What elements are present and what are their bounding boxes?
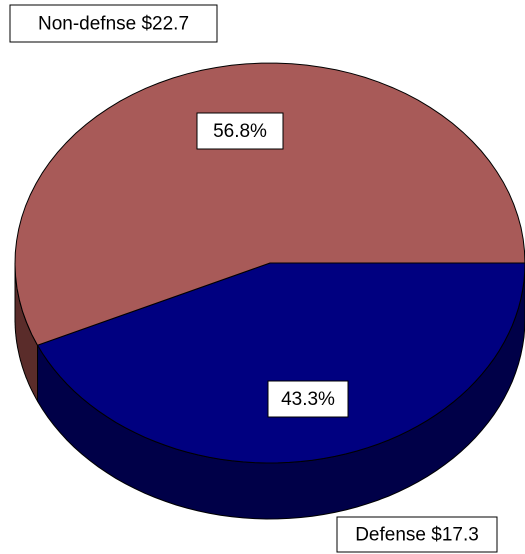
value-label: 56.8% [213,121,267,142]
category-label-box [9,4,218,43]
value-label-box [267,380,349,418]
category-label: Non-defnse $22.7 [38,14,189,35]
pie-slice [14,62,525,346]
pie-slice [36,262,525,464]
value-label: 43.3% [281,389,335,410]
value-label-box [196,112,284,150]
category-label-box [336,516,498,553]
category-label: Defense $17.3 [355,525,479,546]
